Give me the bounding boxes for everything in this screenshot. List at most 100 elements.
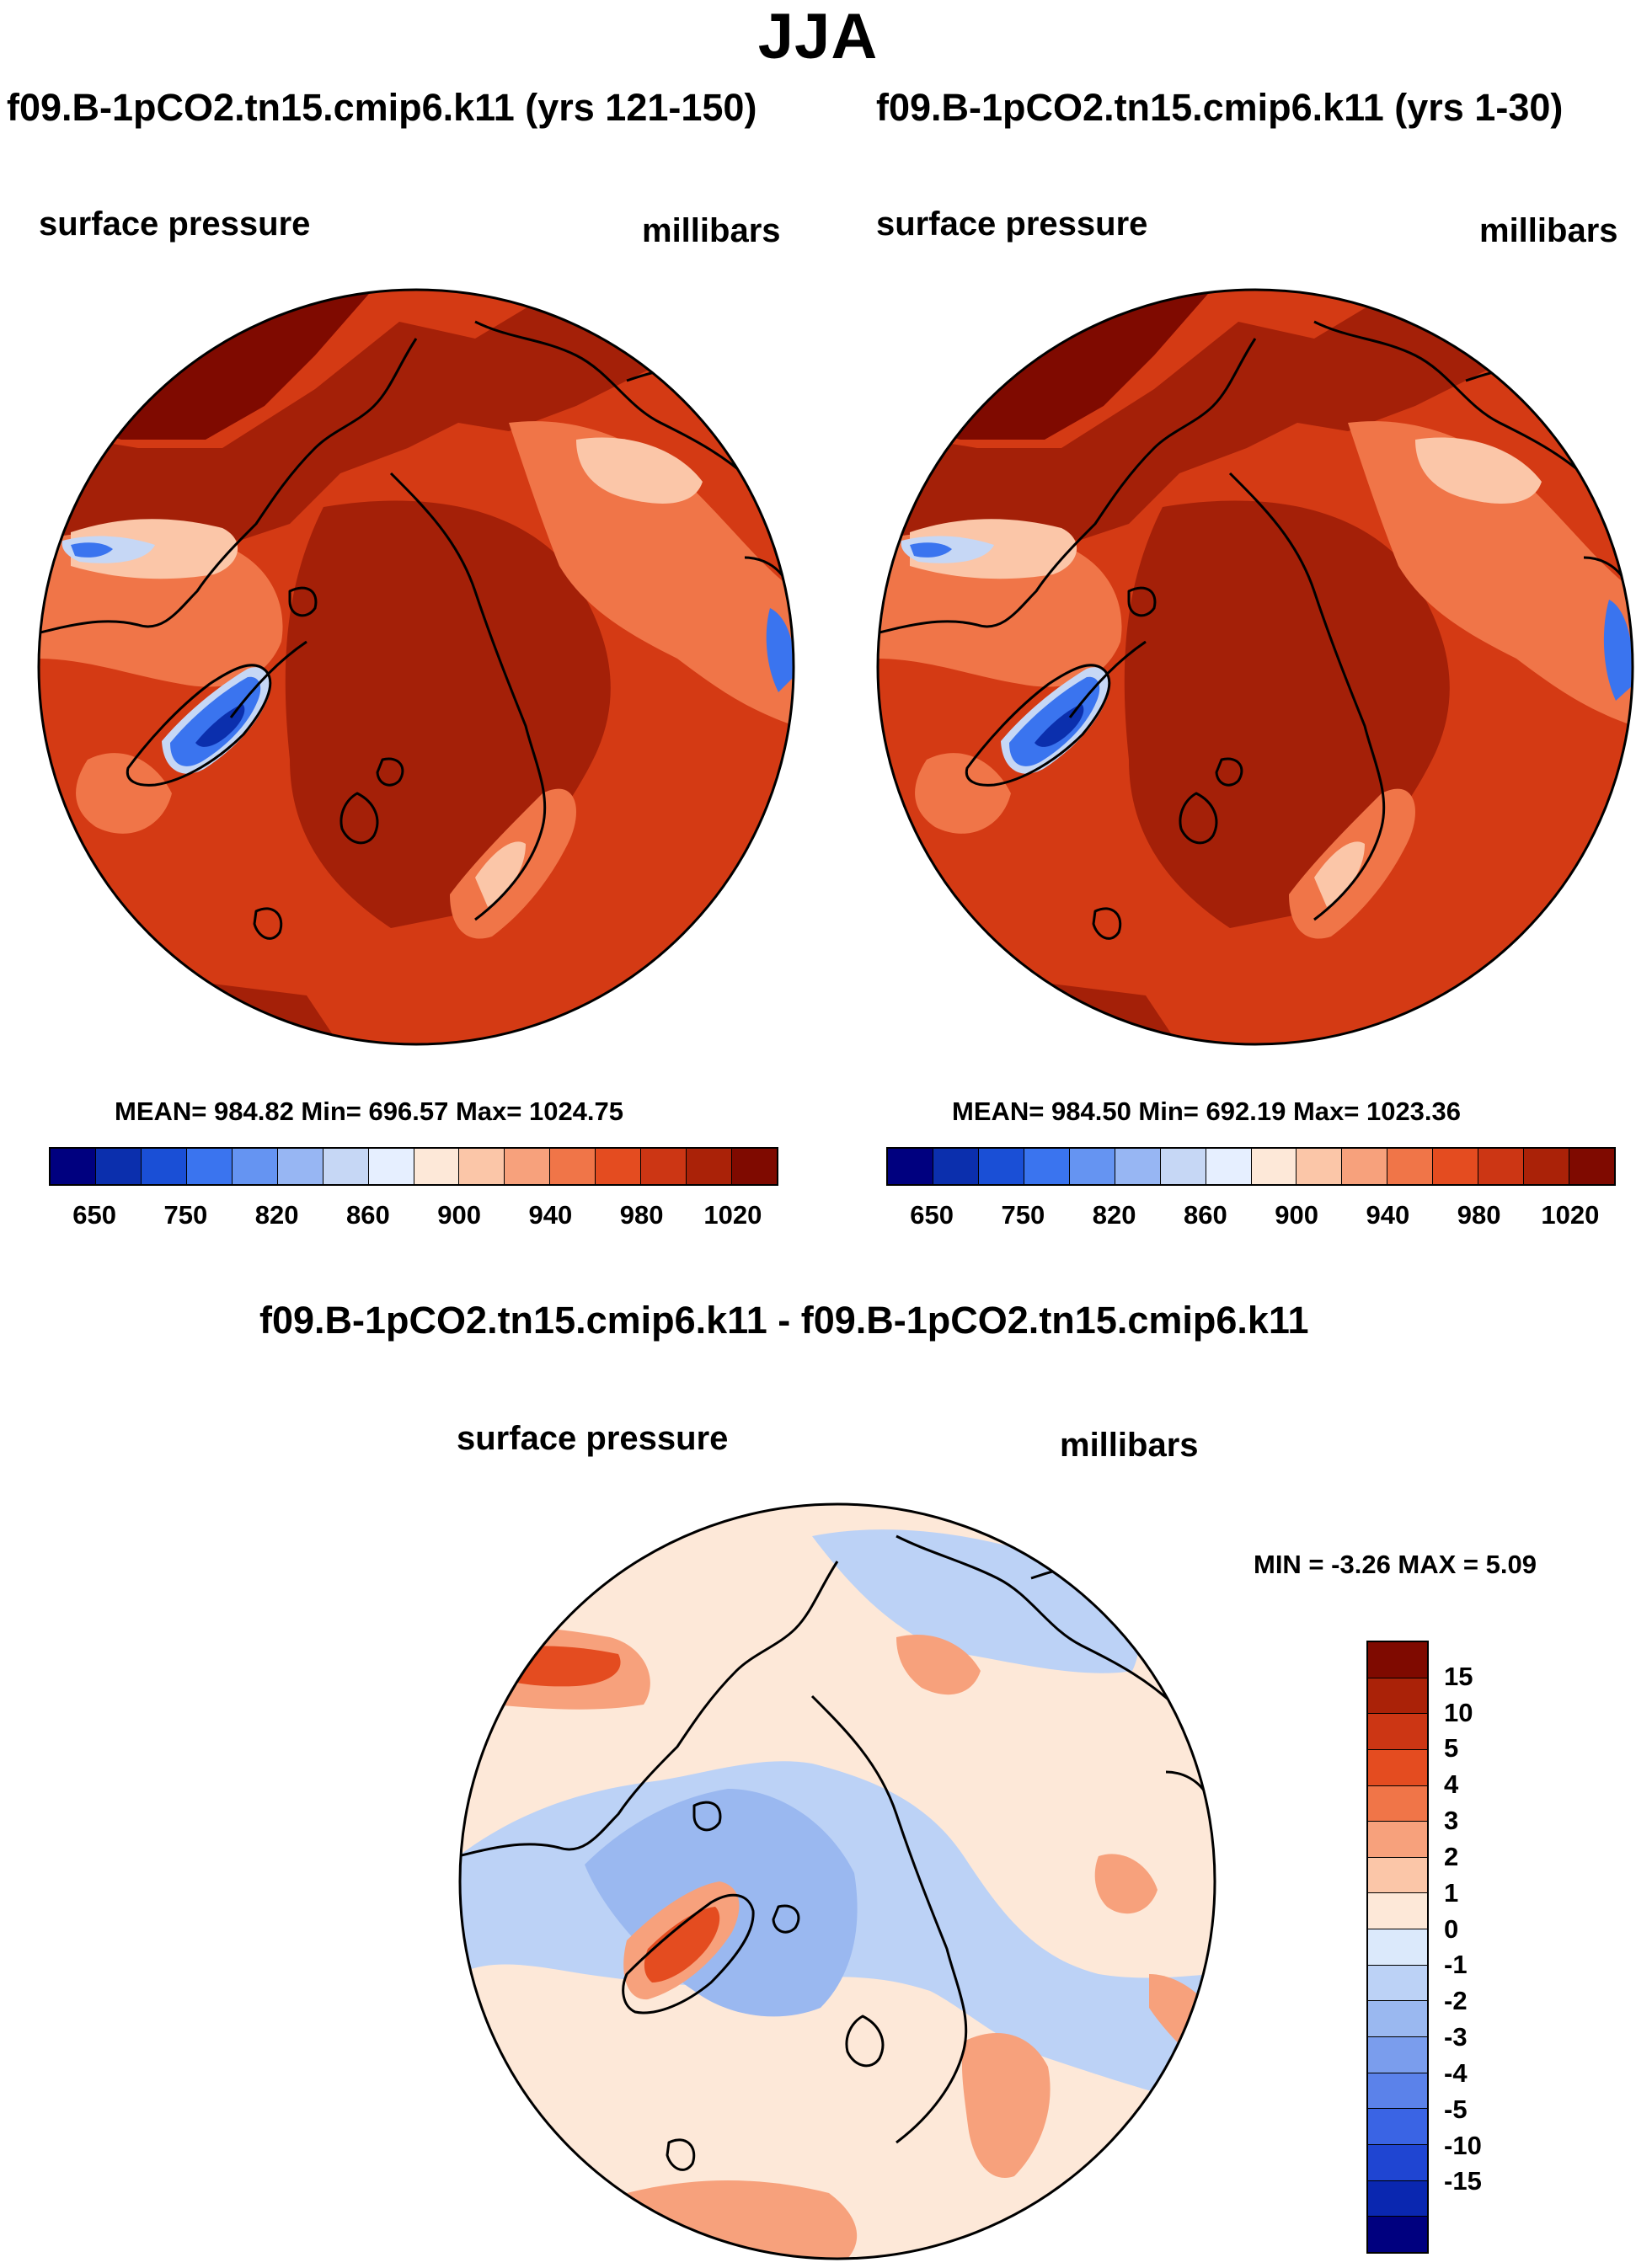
diff-minmax: MIN = -3.26 MAX = 5.09: [1254, 1550, 1537, 1579]
colorbar-right-swatch: [1160, 1149, 1206, 1184]
colorbar-diff-swatch: [1368, 2037, 1427, 2073]
colorbar-right-tick-label: 980: [1457, 1200, 1501, 1230]
colorbar-left-tick-label: 900: [437, 1200, 481, 1230]
colorbar-right-tick-label: 860: [1184, 1200, 1227, 1230]
colorbar-right-tick-label: 650: [910, 1200, 954, 1230]
colorbar-right-swatch: [1342, 1149, 1388, 1184]
colorbar-diff-tick-label: 10: [1444, 1697, 1473, 1727]
map-diff: [458, 1502, 1216, 2260]
colorbar-right-swatch: [1115, 1149, 1161, 1184]
map-region-c-blue: [71, 542, 113, 558]
map-region-c-light: [915, 753, 1011, 834]
colorbar-left-swatch: [414, 1149, 460, 1184]
colorbar-left-tick-label: 980: [619, 1200, 664, 1230]
colorbar-diff-tick-label: -15: [1444, 2166, 1482, 2196]
map-region-c-light: [76, 753, 172, 834]
map-region-c-light: [509, 421, 794, 726]
colorbar-diff-swatch: [1368, 1678, 1427, 1715]
diff-variable: surface pressure: [457, 1420, 729, 1457]
map-region-c-blue: [1603, 600, 1633, 701]
colorbar-left-tick-label: 1020: [703, 1200, 762, 1230]
colorbar-diff-swatch: [1368, 2144, 1427, 2181]
map-region-c-dark: [878, 290, 1633, 541]
colorbar-right-swatch: [1569, 1149, 1614, 1184]
colorbar-left-ticks: 650 750 820 860 900 940 980 1020: [49, 1200, 778, 1234]
map-region-c-blue: [1009, 676, 1100, 766]
colorbar-left: [49, 1147, 778, 1186]
colorbar-left-swatch: [141, 1149, 187, 1184]
colorbar-right-swatch: [1478, 1149, 1525, 1184]
colorbar-left-swatch: [51, 1149, 96, 1184]
colorbar-right-ticks: 650 750 820 860 900 940 980 1020: [886, 1200, 1616, 1234]
colorbar-left-swatch: [232, 1149, 278, 1184]
colorbar-right-swatch: [1069, 1149, 1115, 1184]
panel-left-title: f09.B-1pCO2.tn15.cmip6.k11 (yrs 121-150): [7, 86, 757, 129]
map-right: [876, 288, 1634, 1046]
colorbar-diff-swatch: [1368, 1642, 1427, 1678]
colorbar-right-swatch: [1024, 1149, 1070, 1184]
panel-left-units: millibars: [642, 212, 781, 249]
map-region-d-red: [627, 2180, 857, 2259]
colorbar-right-tick-label: 750: [1001, 1200, 1045, 1230]
map-region-d-red: [1094, 1854, 1157, 1914]
colorbar-left-tick-label: 820: [254, 1200, 299, 1230]
map-region-c-blue: [910, 542, 952, 558]
map-region-c-pale: [910, 519, 1077, 579]
colorbar-diff-tick-label: -2: [1444, 1986, 1468, 2016]
colorbar-diff-swatch: [1368, 1965, 1427, 2002]
colorbar-left-swatch: [323, 1149, 369, 1184]
colorbar-diff-swatch: [1368, 1822, 1427, 1858]
colorbar-diff-tick-label: -10: [1444, 2130, 1482, 2160]
colorbar-diff-tick-label: -4: [1444, 2057, 1468, 2088]
colorbar-left-swatch: [95, 1149, 142, 1184]
colorbar-left-swatch: [186, 1149, 233, 1184]
colorbar-diff-tick-label: 2: [1444, 1841, 1459, 1871]
colorbar-right-tick-label: 1020: [1541, 1200, 1600, 1230]
map-region-d-darkred: [644, 1907, 720, 1982]
map-region-c-pale: [1415, 437, 1542, 504]
colorbar-diff-tick-label: 15: [1444, 1661, 1473, 1691]
map-region-c-pale: [475, 841, 526, 907]
colorbar-right-swatch: [1387, 1149, 1434, 1184]
panel-right-title: f09.B-1pCO2.tn15.cmip6.k11 (yrs 1-30): [876, 86, 1564, 129]
colorbar-right-swatch: [1251, 1149, 1297, 1184]
colorbar-diff-tick-label: -3: [1444, 2022, 1468, 2052]
colorbar-diff-tick-label: 0: [1444, 1913, 1459, 1944]
colorbar-diff-tick-label: -1: [1444, 1950, 1468, 1980]
colorbar-diff-tick-label: 3: [1444, 1806, 1459, 1836]
colorbar-right-swatch: [933, 1149, 979, 1184]
colorbar-diff-swatch: [1368, 2001, 1427, 2038]
colorbar-diff-swatch: [1368, 1785, 1427, 1822]
map-region-d-darkred: [484, 1646, 621, 1687]
colorbar-left-tick-label: 650: [72, 1200, 116, 1230]
colorbar-left-tick-label: 750: [163, 1200, 208, 1230]
panel-left-variable: surface pressure: [39, 205, 311, 243]
colorbar-diff-ticks: 15 10 5 4 3 2 1 0 -1 -2 -3 -4 -5 -10 -15: [1444, 1641, 1520, 2254]
colorbar-left-swatch: [596, 1149, 642, 1184]
colorbar-right-tick-label: 900: [1275, 1200, 1318, 1230]
diff-title: f09.B-1pCO2.tn15.cmip6.k11 - f09.B-1pCO2…: [259, 1299, 1309, 1342]
colorbar-left-swatch: [505, 1149, 551, 1184]
map-region-c-pale: [576, 437, 703, 504]
map-region-c-blue: [766, 608, 794, 692]
map-region-c-pale: [1314, 841, 1365, 907]
map-region-c-dark: [39, 290, 794, 541]
colorbar-left-swatch: [459, 1149, 505, 1184]
map-region-d-red: [961, 2033, 1051, 2178]
colorbar-diff-swatch: [1368, 1857, 1427, 1894]
diff-units: millibars: [1060, 1427, 1199, 1464]
colorbar-diff: [1366, 1641, 1429, 2254]
colorbar-diff-swatch: [1368, 2217, 1427, 2252]
map-region-d-red: [896, 1634, 981, 1695]
map-region-c-blue: [170, 676, 261, 766]
panel-right-units: millibars: [1479, 212, 1618, 249]
colorbar-diff-swatch: [1368, 1929, 1427, 1966]
colorbar-diff-swatch: [1368, 1749, 1427, 1786]
colorbar-right-swatch: [1433, 1149, 1479, 1184]
colorbar-right-tick-label: 940: [1366, 1200, 1410, 1230]
colorbar-left-swatch: [687, 1149, 733, 1184]
colorbar-diff-tick-label: 1: [1444, 1877, 1459, 1908]
colorbar-right-swatch: [888, 1149, 933, 1184]
colorbar-right-swatch: [1297, 1149, 1343, 1184]
colorbar-left-swatch: [277, 1149, 323, 1184]
